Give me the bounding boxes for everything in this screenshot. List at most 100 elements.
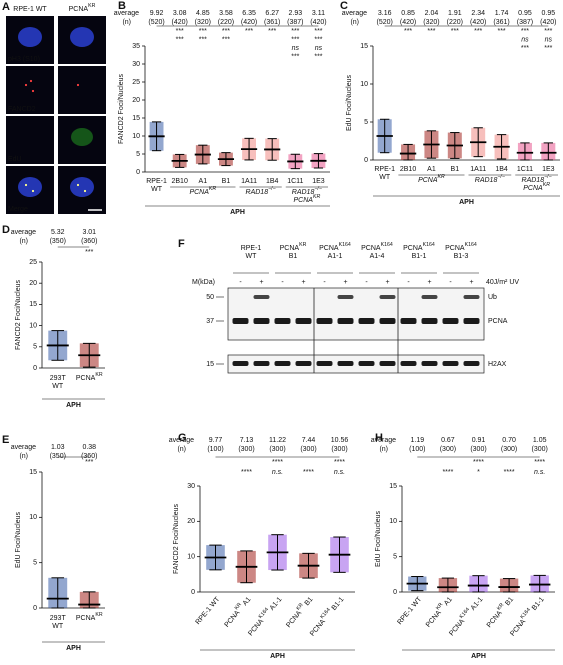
micrograph (6, 116, 54, 164)
average-label: 7.44 (302, 437, 316, 444)
significance: **** (473, 459, 484, 466)
significance: *** (245, 28, 253, 35)
significance: n.s. (334, 469, 345, 476)
significance: *** (176, 36, 184, 43)
h2ax-band (379, 361, 396, 366)
n-label: (300) (300, 446, 316, 453)
treatment-sign: + (427, 279, 431, 286)
lane-header: PCNAK164 B1-3 (445, 242, 477, 259)
category-label: RPE-1 WT (374, 166, 395, 181)
significance: *** (544, 28, 552, 35)
nucleus (18, 27, 42, 47)
y-tick-label: 5 (136, 151, 140, 158)
label-part: PCNA (523, 185, 543, 192)
header-average: average (371, 437, 396, 444)
panel-letter: D (2, 224, 10, 236)
significance: *** (199, 28, 207, 35)
group-label: RAD18−/− (246, 186, 276, 195)
n-label: (300) (532, 446, 548, 453)
n-label: (300) (238, 446, 254, 453)
pcna-band (253, 318, 270, 324)
significance: *** (268, 28, 276, 35)
n-label: (387) (287, 19, 303, 26)
treatment-sign: + (259, 279, 263, 286)
band-label: H2AX (488, 361, 507, 368)
blot-lower (227, 354, 485, 374)
treatment-sign: + (469, 279, 473, 286)
lane-header: PCNAK164 B1-1 (403, 242, 435, 259)
category-label: 1E3 (312, 178, 325, 185)
average-label: 10.56 (331, 437, 349, 444)
label-part: RPE-1 WT (13, 6, 47, 13)
row-label: Merge (8, 206, 28, 213)
n-label: (520) (148, 19, 164, 26)
significance: **** (334, 459, 345, 466)
average-label: 3.11 (312, 10, 325, 17)
h2ax-band (463, 361, 480, 366)
significance: *** (291, 28, 299, 35)
category-label: 1C11 (517, 166, 533, 173)
average-label: 0.38 (82, 444, 96, 451)
average-label: 3.58 (219, 10, 233, 17)
label-part: KR (234, 602, 243, 612)
y-tick-label: 15 (29, 301, 37, 308)
row-label: pH3 (S10) (8, 56, 40, 63)
panel-letter: C (340, 0, 348, 12)
category-label: A1 (199, 178, 208, 185)
group-label: RAD18−/− PCNAKR (292, 186, 322, 203)
focus (83, 189, 87, 193)
h2ax-band (232, 361, 249, 366)
label-part: PCNA (280, 245, 300, 252)
ub-band (421, 295, 438, 299)
label-part: −/− (497, 174, 505, 180)
label-part: WT (52, 383, 64, 390)
y-tick-label: 0 (33, 605, 37, 612)
n-label: (220) (447, 19, 463, 26)
label-part: PCNA (418, 177, 438, 184)
y-axis-label: EdU Foci/Nucleus (346, 74, 353, 131)
header-average: average (114, 10, 139, 17)
label-part: KR (209, 186, 217, 192)
label-part: PCNA (294, 197, 314, 204)
h2ax-band (337, 361, 354, 366)
category-label: RPE-1 WT (195, 595, 222, 626)
average-label: 3.16 (378, 10, 392, 17)
average-label: 1.05 (533, 437, 547, 444)
y-tick-label: 30 (187, 483, 195, 490)
category-label: PCNAKR A1 (222, 594, 253, 628)
significance: **** (504, 469, 515, 476)
significance: n.s. (272, 469, 283, 476)
n-label: (320) (195, 19, 211, 26)
label-part: PCNA (403, 245, 423, 252)
marker-label: 15 (206, 361, 214, 368)
category-label: 293T WT (50, 615, 67, 630)
treatment-sign: + (385, 279, 389, 286)
pcna-band (232, 318, 249, 324)
label-part: PCNA (486, 609, 504, 629)
header-average: average (169, 437, 194, 444)
pcna-band (421, 318, 438, 324)
significance: **** (442, 469, 453, 476)
y-tick-label: 10 (29, 322, 37, 329)
significance: *** (427, 28, 435, 35)
label-part: RPE-1 (146, 178, 167, 185)
lane-header: PCNAK164 A1-1 (319, 242, 351, 259)
column-label: RPE-1 WT (13, 6, 47, 13)
label-part: B1-3 (454, 253, 469, 260)
treatment-sign: - (449, 279, 452, 286)
treatment-sign: - (365, 279, 368, 286)
category-label: 1B4 (266, 178, 279, 185)
y-tick-label: 10 (389, 518, 397, 525)
label-part: B1 (289, 253, 298, 260)
average-label: 9.77 (209, 437, 223, 444)
x-axis-label: APH (471, 653, 486, 660)
pcna-band (400, 318, 417, 324)
y-tick-label: 25 (132, 79, 140, 86)
significance: ns (545, 36, 553, 43)
average-label: 6.35 (242, 10, 256, 17)
label-part: PCNA (223, 609, 241, 629)
label-part: RPE-1 (241, 245, 262, 252)
band-label: Ub (488, 294, 497, 301)
h2ax-band (274, 361, 291, 366)
